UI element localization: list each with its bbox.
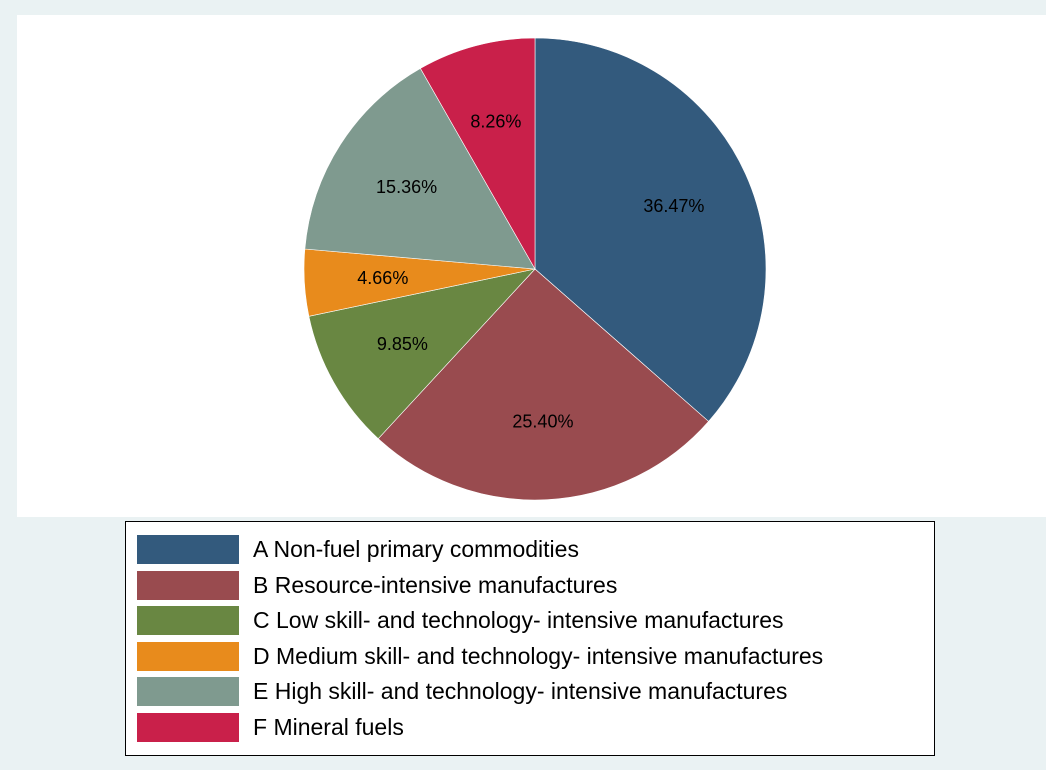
- pie-slice-c: [308, 268, 536, 440]
- slice-label-e: 15.36%: [376, 177, 437, 197]
- legend-label-b: B Resource-intensive manufactures: [253, 571, 618, 598]
- legend-item-b: B Resource-intensive manufactures: [126, 568, 934, 604]
- legend: A Non-fuel primary commodities B Resourc…: [125, 521, 935, 756]
- legend-label-c: C Low skill- and technology- intensive m…: [253, 607, 784, 634]
- slice-label-a: 36.47%: [643, 196, 704, 216]
- legend-item-a: A Non-fuel primary commodities: [126, 532, 934, 568]
- legend-item-c: C Low skill- and technology- intensive m…: [126, 603, 934, 639]
- slice-label-c: 9.85%: [377, 334, 428, 354]
- slice-label-d: 4.66%: [357, 268, 408, 288]
- legend-swatch-f: [137, 712, 239, 742]
- legend-item-d: D Medium skill- and technology- intensiv…: [126, 639, 934, 675]
- pie-slice-a: [534, 37, 767, 422]
- legend-swatch-b: [137, 570, 239, 600]
- legend-swatch-d: [137, 641, 239, 671]
- legend-swatch-c: [137, 606, 239, 636]
- legend-label-e: E High skill- and technology- intensive …: [253, 678, 788, 705]
- legend-label-a: A Non-fuel primary commodities: [253, 536, 579, 563]
- pie-svg: 36.47% 25.40% 9.85% 4.66% 15.36% 8.26%: [303, 37, 767, 501]
- legend-item-e: E High skill- and technology- intensive …: [126, 674, 934, 710]
- legend-swatch-a: [137, 535, 239, 565]
- pie-slice-f: [420, 37, 536, 271]
- legend-swatch-e: [137, 677, 239, 707]
- pie-slice-b: [377, 268, 709, 501]
- slice-label-b: 25.40%: [512, 411, 573, 431]
- legend-label-f: F Mineral fuels: [253, 713, 404, 740]
- slice-label-f: 8.26%: [470, 112, 521, 132]
- plot-area: 36.47% 25.40% 9.85% 4.66% 15.36% 8.26%: [17, 15, 1046, 517]
- pie-slice-e: [304, 68, 536, 270]
- legend-label-d: D Medium skill- and technology- intensiv…: [253, 642, 824, 669]
- legend-item-f: F Mineral fuels: [126, 710, 934, 746]
